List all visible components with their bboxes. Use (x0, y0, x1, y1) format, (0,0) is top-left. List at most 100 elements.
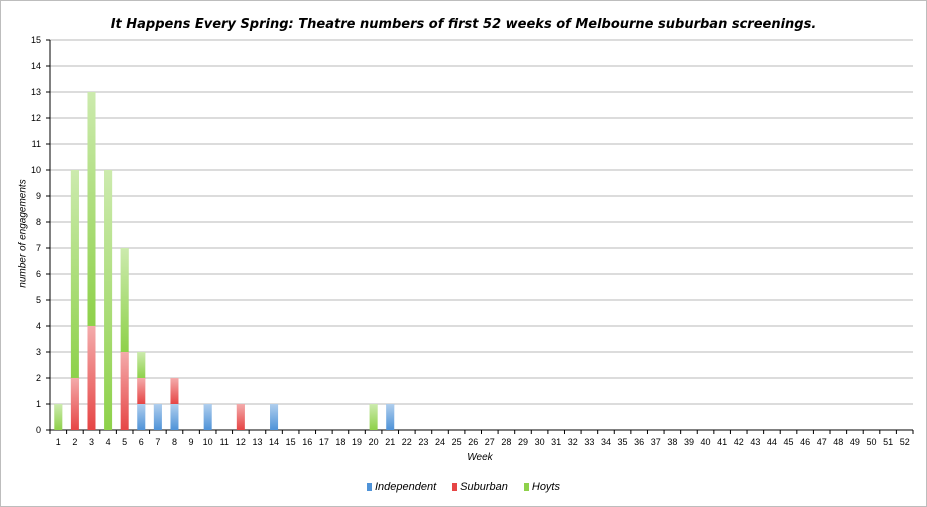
y-tick-label-9: 9 (36, 191, 41, 201)
legend-item-hoyts: Hoyts (523, 481, 560, 493)
x-tick-label-10: 10 (203, 437, 213, 447)
x-tick-label-29: 29 (518, 437, 528, 447)
bar-independent-week-21-shine (386, 404, 395, 430)
x-tick-label-19: 19 (352, 437, 362, 447)
x-tick-label-39: 39 (684, 437, 694, 447)
x-tick-label-51: 51 (883, 437, 893, 447)
x-tick-label-31: 31 (551, 437, 561, 447)
bar-hoyts-week-20-shine (369, 404, 378, 430)
x-tick-label-52: 52 (900, 437, 910, 447)
legend-swatch-independent (366, 483, 372, 491)
x-tick-label-24: 24 (435, 437, 445, 447)
x-tick-label-42: 42 (734, 437, 744, 447)
x-tick-label-36: 36 (634, 437, 644, 447)
x-tick-label-40: 40 (701, 437, 711, 447)
legend-label-independent: Independent (374, 481, 437, 493)
bar-independent-week-10-shine (203, 404, 212, 430)
bar-suburban-week-5-shine (120, 352, 129, 430)
x-tick-label-4: 4 (106, 437, 111, 447)
y-tick-label-8: 8 (36, 217, 41, 227)
x-tick-label-30: 30 (535, 437, 545, 447)
x-tick-label-49: 49 (850, 437, 860, 447)
legend-swatch-hoyts (523, 483, 529, 491)
y-tick-label-1: 1 (36, 399, 41, 409)
x-tick-label-13: 13 (252, 437, 262, 447)
x-tick-label-6: 6 (139, 437, 144, 447)
y-tick-label-5: 5 (36, 295, 41, 305)
x-tick-label-32: 32 (568, 437, 578, 447)
x-tick-label-3: 3 (89, 437, 94, 447)
y-tick-label-3: 3 (36, 347, 41, 357)
y-tick-label-4: 4 (36, 321, 41, 331)
x-tick-label-20: 20 (369, 437, 379, 447)
x-tick-label-21: 21 (385, 437, 395, 447)
chart-title: It Happens Every Spring: Theatre numbers… (110, 17, 817, 32)
legend-label-suburban: Suburban (460, 481, 508, 493)
bar-hoyts-week-5-shine (120, 248, 129, 352)
x-tick-label-9: 9 (189, 437, 194, 447)
x-tick-label-45: 45 (784, 437, 794, 447)
x-tick-label-27: 27 (485, 437, 495, 447)
bar-suburban-week-12-shine (236, 404, 245, 430)
bar-independent-week-8-shine (170, 404, 179, 430)
x-tick-label-35: 35 (618, 437, 628, 447)
x-tick-label-26: 26 (468, 437, 478, 447)
legend-item-suburban: Suburban (452, 481, 508, 493)
x-tick-label-11: 11 (220, 437, 229, 447)
x-tick-label-38: 38 (667, 437, 677, 447)
bar-hoyts-week-6-shine (137, 352, 146, 378)
x-axis-label: Week (467, 452, 493, 463)
x-tick-label-50: 50 (867, 437, 877, 447)
y-tick-label-2: 2 (36, 373, 41, 383)
x-tick-label-34: 34 (601, 437, 611, 447)
bar-hoyts-week-2-shine (70, 170, 79, 378)
x-tick-label-17: 17 (319, 437, 329, 447)
x-tick-label-7: 7 (155, 437, 160, 447)
x-tick-label-47: 47 (817, 437, 827, 447)
y-tick-label-10: 10 (31, 165, 41, 175)
x-tick-label-15: 15 (286, 437, 296, 447)
x-tick-label-33: 33 (584, 437, 594, 447)
legend-item-independent: Independent (366, 481, 437, 493)
bar-suburban-week-3-shine (87, 326, 96, 430)
bar-suburban-week-2-shine (70, 378, 79, 430)
x-tick-label-46: 46 (800, 437, 810, 447)
y-tick-label-0: 0 (36, 425, 41, 435)
x-tick-label-43: 43 (750, 437, 760, 447)
x-tick-label-16: 16 (302, 437, 312, 447)
x-tick-label-22: 22 (402, 437, 412, 447)
x-tick-label-25: 25 (452, 437, 462, 447)
x-tick-label-28: 28 (501, 437, 511, 447)
y-tick-label-7: 7 (36, 243, 41, 253)
x-tick-label-48: 48 (833, 437, 843, 447)
x-tick-label-14: 14 (269, 437, 279, 447)
x-tick-label-37: 37 (651, 437, 661, 447)
bar-independent-week-14-shine (270, 404, 279, 430)
bar-suburban-week-8-shine (170, 378, 179, 404)
legend-label-hoyts: Hoyts (531, 481, 560, 493)
x-tick-label-41: 41 (717, 437, 727, 447)
x-tick-label-23: 23 (418, 437, 428, 447)
x-tick-label-2: 2 (72, 437, 77, 447)
y-tick-label-12: 12 (31, 113, 41, 123)
bar-hoyts-week-4-shine (104, 170, 113, 430)
x-tick-label-8: 8 (172, 437, 177, 447)
y-tick-label-15: 15 (31, 35, 41, 45)
y-tick-label-6: 6 (36, 269, 41, 279)
y-tick-label-14: 14 (31, 61, 41, 71)
legend-swatch-suburban (452, 483, 458, 491)
legend: Independent Suburban Hoyts (0, 481, 927, 493)
x-tick-label-1: 1 (56, 437, 61, 447)
x-tick-label-18: 18 (335, 437, 345, 447)
bar-hoyts-week-3-shine (87, 92, 96, 326)
y-tick-label-13: 13 (31, 87, 41, 97)
bar-independent-week-6-shine (137, 404, 146, 430)
bar-hoyts-week-1-shine (54, 404, 63, 430)
bar-independent-week-7-shine (153, 404, 162, 430)
x-tick-label-44: 44 (767, 437, 777, 447)
x-tick-label-12: 12 (236, 437, 246, 447)
bar-suburban-week-6-shine (137, 378, 146, 404)
x-tick-label-5: 5 (122, 437, 127, 447)
y-tick-label-11: 11 (32, 139, 41, 149)
